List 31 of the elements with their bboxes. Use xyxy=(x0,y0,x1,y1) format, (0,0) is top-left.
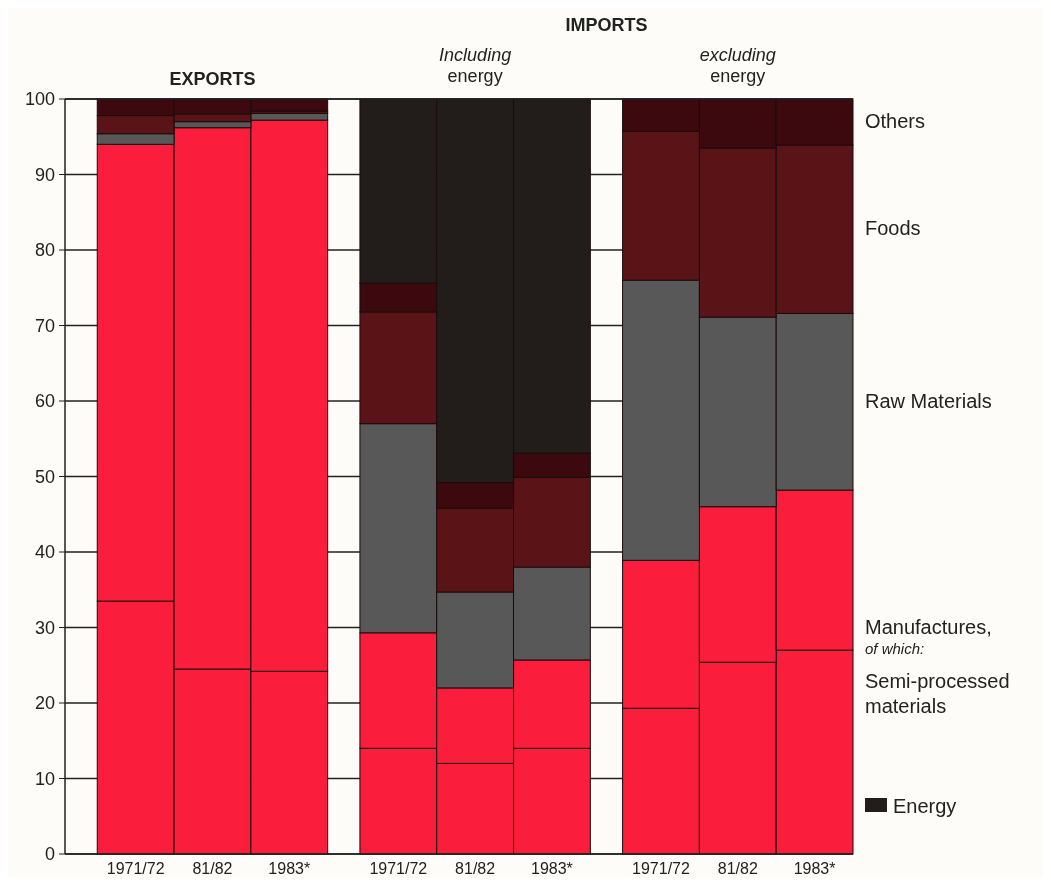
text: EXPORTS xyxy=(169,69,256,89)
y-tick-label: 0 xyxy=(44,844,55,865)
y-tick-label: 20 xyxy=(34,693,55,714)
y-tick-label: 50 xyxy=(34,466,55,487)
x-tick-label: 1971/72 xyxy=(369,860,428,877)
text: IMPORTS xyxy=(565,15,648,35)
x-tick-label: 1983* xyxy=(268,860,311,877)
text: of which: xyxy=(865,640,925,658)
x-tick-label: 1983* xyxy=(531,860,573,877)
legend-label: Energy xyxy=(893,795,957,817)
x-tick-label: 1971/72 xyxy=(106,860,165,877)
series-label: Raw Materials xyxy=(865,389,992,412)
y-tick-label: 80 xyxy=(34,240,55,261)
y-tick-label: 60 xyxy=(34,391,55,412)
x-tick-label: 81/82 xyxy=(192,860,233,877)
y-tick-label: 90 xyxy=(34,164,55,185)
series-label: Foods xyxy=(865,217,921,240)
series-label: Manufactures, xyxy=(865,616,992,639)
y-tick-label: 10 xyxy=(34,768,55,789)
y-tick-label: 30 xyxy=(34,617,55,638)
x-tick-label: 1971/72 xyxy=(632,860,691,877)
series-label: Semi-processed materials xyxy=(865,670,1010,718)
y-tick-label: 100 xyxy=(24,89,55,110)
text: Including energy xyxy=(439,45,512,86)
x-tick-label: 1983* xyxy=(793,860,836,877)
y-tick-label: 70 xyxy=(34,315,55,336)
x-tick-label: 81/82 xyxy=(455,860,496,877)
y-tick-label: 40 xyxy=(34,542,55,563)
series-label: Others xyxy=(865,110,926,133)
text: excluding energy xyxy=(699,45,776,86)
x-tick-label: 81/82 xyxy=(717,860,758,877)
